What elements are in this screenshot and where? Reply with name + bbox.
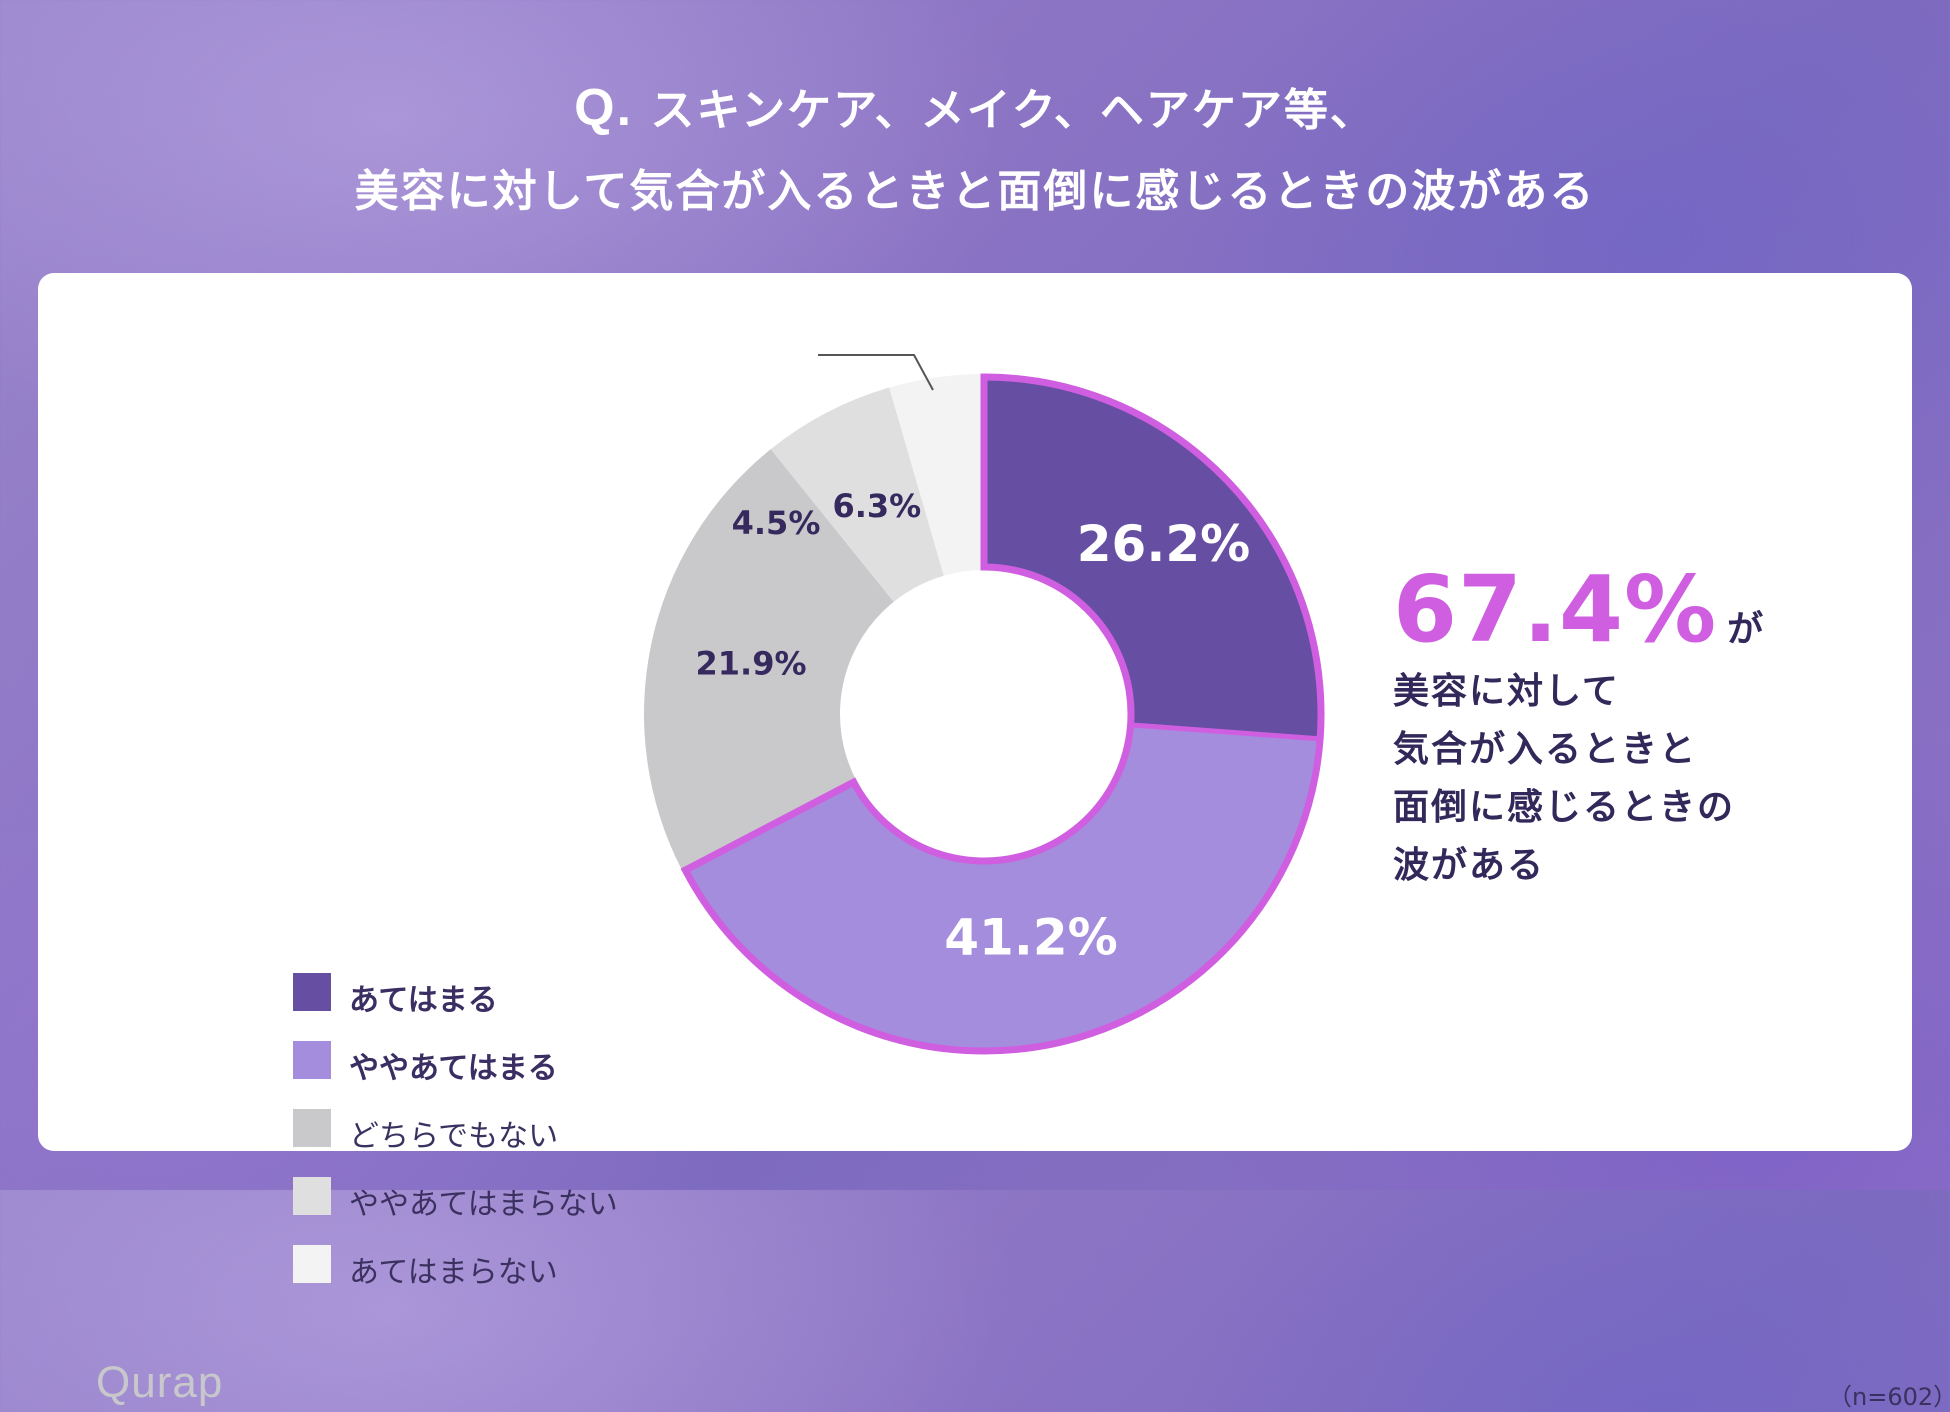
- legend-item-3: どちらでもない: [293, 1109, 633, 1154]
- slice-label-4: 6.3%: [832, 487, 921, 525]
- donut-slices: [644, 374, 1324, 1054]
- summary-callout: 67.4% が 美容に対して 気合が入るときと 面倒に感じるときの 波がある: [1393, 556, 1763, 895]
- highlight-outline: [680, 373, 1325, 1055]
- slice-label-3: 21.9%: [696, 644, 807, 682]
- callout-line-4: 波がある: [1393, 845, 1546, 886]
- legend-item-1: あてはまる: [293, 973, 633, 1018]
- slice-label-2: 41.2%: [944, 909, 1117, 967]
- legend-label-3: どちらでもない: [349, 1119, 559, 1154]
- slice-4: [770, 387, 944, 602]
- legend-swatch-1: [293, 973, 331, 1011]
- legend-swatch-4: [293, 1177, 331, 1215]
- donut-chart: 26.2% 41.2% 21.9% 6.3% 4.5%: [644, 354, 1325, 1055]
- highlight-divider: [1130, 722, 1321, 742]
- slice-2: [682, 724, 1324, 1054]
- slice-labels: 26.2% 41.2% 21.9% 6.3% 4.5%: [696, 487, 1251, 966]
- callout-line-1: 美容に対して: [1393, 671, 1620, 712]
- callout-suffix: が: [1727, 609, 1764, 650]
- highlight-outline-path: [680, 373, 1325, 1055]
- chart-title-line2: 美容に対して気合が入るときと面倒に感じるときの波がある: [354, 166, 1596, 217]
- legend-item-5: あてはまらない: [293, 1245, 633, 1290]
- legend-label-1: あてはまる: [349, 983, 498, 1018]
- legend-label-2: ややあてはまる: [349, 1051, 558, 1086]
- legend-label-5: あてはまらない: [349, 1255, 558, 1290]
- legend-item-4: ややあてはまらない: [293, 1177, 633, 1222]
- sample-size: （n=602）: [1828, 1383, 1950, 1411]
- legend-swatch-5: [293, 1245, 331, 1283]
- leader-line-4-5: [818, 354, 934, 391]
- legend-swatch-2: [293, 1041, 331, 1079]
- callout-percent: 67.4%: [1393, 556, 1718, 663]
- slice-label-1: 26.2%: [1077, 515, 1250, 573]
- legend-label-4: ややあてはまらない: [349, 1187, 618, 1222]
- legend-item-2: ややあてはまる: [293, 1041, 633, 1086]
- question-mark: Q.: [574, 79, 634, 137]
- qurap-logo: Qurap: [96, 1358, 224, 1407]
- slice-1: [984, 374, 1324, 740]
- slice-label-5: 4.5%: [732, 504, 821, 542]
- callout-line-3: 面倒に感じるときの: [1393, 787, 1736, 828]
- slice-3: [644, 449, 894, 872]
- title-line1-text: スキンケア、メイク、ヘアケア等、: [650, 85, 1376, 136]
- legend-swatch-3: [293, 1109, 331, 1147]
- chart-title-line1: Q. スキンケア、メイク、ヘアケア等、: [0, 74, 1950, 138]
- leader-line-group: [818, 354, 934, 391]
- callout-line-2: 気合が入るときと: [1393, 729, 1698, 770]
- slice-5: [889, 374, 984, 576]
- chart-card: 26.2% 41.2% 21.9% 6.3% 4.5% あてはまる ややあてはまる どち…: [38, 273, 1950, 1411]
